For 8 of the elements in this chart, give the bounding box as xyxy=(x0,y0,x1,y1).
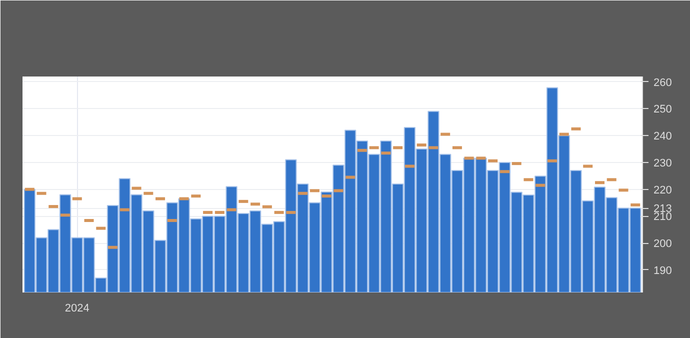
x-tick-label: 2024 xyxy=(64,302,90,314)
y-tick-label: 260 xyxy=(654,76,672,89)
y-tick-label: 250 xyxy=(654,104,672,116)
y-tick-label: 200 xyxy=(654,238,672,250)
y-tick-label: 240 xyxy=(654,130,672,143)
y-tick-label: 220 xyxy=(654,184,672,196)
y-tick-label: 190 xyxy=(654,264,672,277)
y-tick-label: 230 xyxy=(654,157,672,170)
